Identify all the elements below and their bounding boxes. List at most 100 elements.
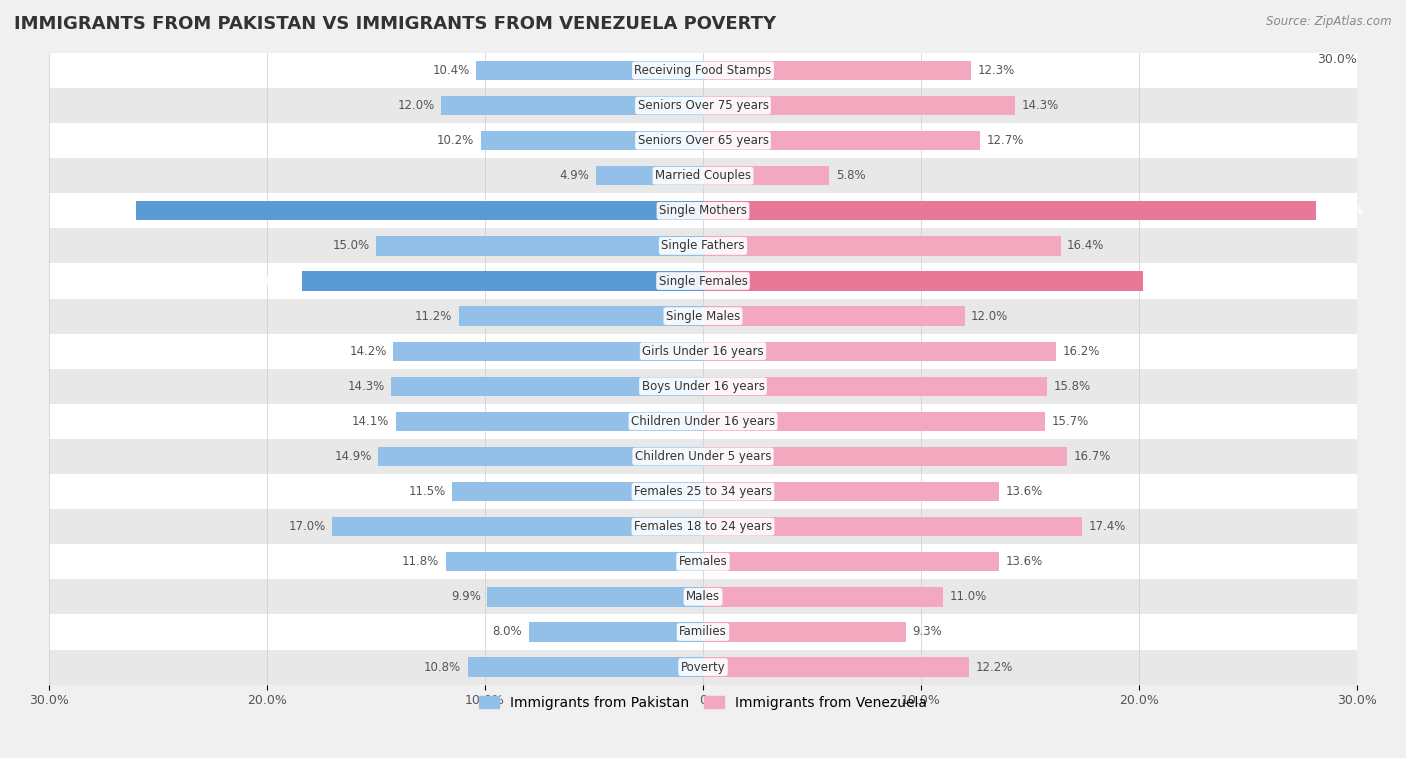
Bar — [703, 236, 1060, 255]
Text: 15.7%: 15.7% — [1052, 415, 1090, 428]
Text: Married Couples: Married Couples — [655, 169, 751, 182]
Text: 12.3%: 12.3% — [977, 64, 1015, 77]
Text: Single Males: Single Males — [666, 309, 740, 323]
Bar — [529, 622, 703, 641]
Text: 15.0%: 15.0% — [332, 240, 370, 252]
Text: 17.4%: 17.4% — [1088, 520, 1126, 533]
Bar — [703, 342, 1056, 361]
Bar — [136, 201, 703, 221]
Bar — [703, 657, 969, 677]
Bar — [703, 446, 1067, 466]
Text: 4.9%: 4.9% — [560, 169, 589, 182]
Bar — [446, 552, 703, 572]
Bar — [49, 193, 1357, 228]
Bar — [378, 446, 703, 466]
Text: 14.3%: 14.3% — [347, 380, 385, 393]
Bar — [477, 61, 703, 80]
Text: 10.4%: 10.4% — [433, 64, 470, 77]
Text: 26.0%: 26.0% — [89, 205, 129, 218]
Bar — [453, 482, 703, 501]
Bar — [488, 587, 703, 606]
Bar — [49, 404, 1357, 439]
Text: Poverty: Poverty — [681, 660, 725, 674]
Bar — [49, 615, 1357, 650]
Bar — [49, 439, 1357, 474]
Bar — [332, 517, 703, 537]
Bar — [703, 377, 1047, 396]
Text: Females: Females — [679, 556, 727, 568]
Bar — [703, 622, 905, 641]
Bar — [458, 306, 703, 326]
Text: IMMIGRANTS FROM PAKISTAN VS IMMIGRANTS FROM VENEZUELA POVERTY: IMMIGRANTS FROM PAKISTAN VS IMMIGRANTS F… — [14, 15, 776, 33]
Text: 13.6%: 13.6% — [1007, 556, 1043, 568]
Bar — [49, 334, 1357, 368]
Bar — [703, 552, 1000, 572]
Text: 20.2%: 20.2% — [1150, 274, 1191, 287]
Text: 9.9%: 9.9% — [451, 590, 481, 603]
Text: 14.1%: 14.1% — [352, 415, 389, 428]
Text: Children Under 16 years: Children Under 16 years — [631, 415, 775, 428]
Text: 16.4%: 16.4% — [1067, 240, 1105, 252]
Bar — [703, 201, 1316, 221]
Text: 15.8%: 15.8% — [1054, 380, 1091, 393]
Bar — [703, 96, 1015, 115]
Bar — [49, 158, 1357, 193]
Text: Receiving Food Stamps: Receiving Food Stamps — [634, 64, 772, 77]
Bar — [49, 53, 1357, 88]
Bar — [49, 299, 1357, 334]
Bar — [703, 412, 1045, 431]
Text: 12.2%: 12.2% — [976, 660, 1012, 674]
Bar — [302, 271, 703, 290]
Bar — [49, 474, 1357, 509]
Legend: Immigrants from Pakistan, Immigrants from Venezuela: Immigrants from Pakistan, Immigrants fro… — [472, 691, 934, 716]
Bar — [703, 306, 965, 326]
Text: Seniors Over 75 years: Seniors Over 75 years — [637, 99, 769, 112]
Text: 18.4%: 18.4% — [254, 274, 295, 287]
Text: 16.2%: 16.2% — [1063, 345, 1099, 358]
Text: 14.3%: 14.3% — [1021, 99, 1059, 112]
Text: 14.2%: 14.2% — [350, 345, 387, 358]
Bar — [703, 271, 1143, 290]
Text: 11.8%: 11.8% — [402, 556, 439, 568]
Text: Females 18 to 24 years: Females 18 to 24 years — [634, 520, 772, 533]
Text: Children Under 5 years: Children Under 5 years — [634, 450, 772, 463]
Text: 10.2%: 10.2% — [437, 134, 474, 147]
Text: 10.8%: 10.8% — [423, 660, 461, 674]
Text: 8.0%: 8.0% — [492, 625, 522, 638]
Text: 13.6%: 13.6% — [1007, 485, 1043, 498]
Bar — [468, 657, 703, 677]
Text: Single Females: Single Females — [658, 274, 748, 287]
Text: 30.0%: 30.0% — [1317, 53, 1357, 66]
Text: Females 25 to 34 years: Females 25 to 34 years — [634, 485, 772, 498]
Text: Single Fathers: Single Fathers — [661, 240, 745, 252]
Text: Girls Under 16 years: Girls Under 16 years — [643, 345, 763, 358]
Bar — [703, 482, 1000, 501]
Text: Seniors Over 65 years: Seniors Over 65 years — [637, 134, 769, 147]
Text: 11.5%: 11.5% — [409, 485, 446, 498]
Bar — [49, 88, 1357, 123]
Text: Families: Families — [679, 625, 727, 638]
Bar — [596, 166, 703, 186]
Bar — [391, 377, 703, 396]
Bar — [395, 412, 703, 431]
Text: 12.0%: 12.0% — [972, 309, 1008, 323]
Bar — [703, 131, 980, 150]
Text: 14.9%: 14.9% — [335, 450, 371, 463]
Text: 12.0%: 12.0% — [398, 99, 434, 112]
Text: Source: ZipAtlas.com: Source: ZipAtlas.com — [1267, 15, 1392, 28]
Bar — [49, 228, 1357, 264]
Bar — [49, 579, 1357, 615]
Text: 12.7%: 12.7% — [987, 134, 1024, 147]
Bar — [49, 123, 1357, 158]
Text: 11.2%: 11.2% — [415, 309, 453, 323]
Text: 11.0%: 11.0% — [949, 590, 987, 603]
Bar — [49, 544, 1357, 579]
Text: 16.7%: 16.7% — [1074, 450, 1111, 463]
Text: Boys Under 16 years: Boys Under 16 years — [641, 380, 765, 393]
Text: 28.1%: 28.1% — [1322, 205, 1362, 218]
Bar — [703, 517, 1083, 537]
Bar — [49, 264, 1357, 299]
Text: 5.8%: 5.8% — [837, 169, 866, 182]
Bar — [703, 166, 830, 186]
Bar — [441, 96, 703, 115]
